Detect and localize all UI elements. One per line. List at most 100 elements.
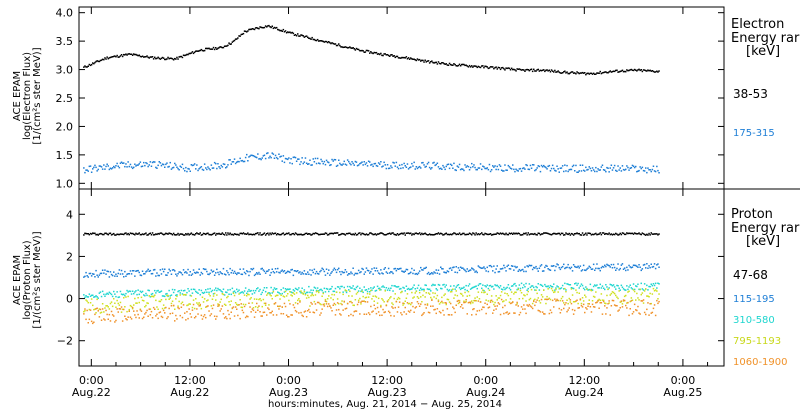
- proton-point: [657, 282, 659, 284]
- proton-point: [466, 233, 468, 236]
- electron-point: [608, 71, 610, 73]
- proton-point: [657, 302, 659, 305]
- proton-point: [242, 311, 245, 314]
- proton-point: [176, 318, 178, 320]
- electron-point: [285, 32, 288, 34]
- proton-point: [401, 290, 403, 293]
- electron-point: [301, 157, 303, 159]
- proton-point: [374, 290, 377, 292]
- proton-point: [135, 232, 137, 235]
- proton-point: [232, 272, 235, 274]
- electron-point: [433, 161, 435, 164]
- proton-point: [295, 270, 298, 273]
- electron-point: [423, 164, 425, 166]
- proton-point: [325, 303, 328, 305]
- proton-point: [162, 304, 165, 306]
- proton-point: [609, 233, 611, 236]
- proton-point: [500, 298, 503, 301]
- proton-point: [147, 268, 149, 271]
- electron-point: [315, 39, 318, 42]
- proton-point: [565, 266, 567, 269]
- electron-point: [587, 168, 589, 171]
- proton-point: [226, 234, 228, 236]
- proton-point: [431, 298, 433, 301]
- proton-point: [110, 301, 113, 303]
- proton-point: [217, 287, 219, 290]
- electron-point: [301, 34, 303, 37]
- proton-point: [653, 263, 656, 265]
- proton-point: [430, 305, 432, 307]
- proton-point: [454, 294, 456, 296]
- electron-point: [242, 160, 245, 163]
- proton-point: [139, 274, 142, 276]
- electron-point: [353, 164, 355, 166]
- proton-point: [134, 275, 136, 277]
- proton-point: [154, 268, 156, 271]
- proton-point: [554, 291, 556, 293]
- proton-point: [211, 271, 214, 273]
- electron-point: [139, 55, 142, 58]
- proton-point: [182, 304, 185, 306]
- proton-point: [525, 232, 527, 234]
- proton-point: [197, 303, 199, 306]
- proton-point: [426, 304, 429, 306]
- proton-point: [558, 287, 560, 290]
- proton-point: [303, 311, 306, 313]
- proton-point: [291, 233, 293, 235]
- proton-point: [565, 302, 567, 304]
- proton-point: [209, 295, 211, 297]
- proton-point: [332, 233, 334, 235]
- proton-point: [186, 233, 188, 236]
- proton-point: [99, 232, 102, 235]
- proton-point: [465, 284, 467, 287]
- proton-point: [497, 285, 500, 288]
- proton-point: [284, 290, 287, 293]
- electron-point: [323, 41, 326, 43]
- proton-point: [361, 232, 363, 235]
- electron-point: [615, 169, 617, 172]
- proton-point: [344, 234, 347, 236]
- electron-point: [435, 163, 437, 166]
- proton-point: [526, 289, 528, 291]
- electron-point: [496, 165, 498, 168]
- proton-point: [472, 308, 474, 311]
- proton-point: [407, 303, 410, 305]
- proton-point: [355, 286, 358, 289]
- electron-point: [348, 160, 350, 163]
- proton-point: [288, 316, 290, 318]
- electron-point: [455, 65, 457, 67]
- proton-point: [441, 296, 443, 299]
- proton-point: [246, 315, 248, 317]
- electron-point: [613, 70, 616, 73]
- proton-point: [643, 311, 646, 314]
- proton-point: [311, 293, 313, 296]
- proton-point: [397, 268, 400, 270]
- proton-point: [628, 232, 630, 234]
- proton-point: [647, 302, 649, 304]
- proton-point: [189, 233, 191, 235]
- electron-point: [182, 54, 185, 56]
- proton-point: [604, 233, 606, 235]
- proton-point: [159, 269, 162, 271]
- proton-ylabel-line3: [1/(cm²s ster MeV)]: [32, 231, 43, 328]
- proton-point: [589, 306, 592, 308]
- electron-point: [165, 163, 167, 166]
- electron-point: [639, 69, 641, 72]
- electron-point: [164, 58, 166, 61]
- proton-point: [484, 302, 486, 304]
- proton-point: [468, 294, 471, 297]
- proton-point: [596, 301, 598, 304]
- proton-point: [117, 296, 119, 299]
- proton-point: [303, 233, 306, 236]
- proton-point: [391, 271, 393, 273]
- proton-point: [125, 296, 127, 298]
- proton-point: [467, 233, 470, 236]
- electron-point: [182, 167, 185, 170]
- proton-point: [642, 302, 645, 304]
- proton-point: [109, 302, 112, 305]
- proton-point: [571, 270, 574, 272]
- proton-point: [127, 316, 129, 318]
- proton-legend-title1: Proton: [731, 207, 773, 222]
- proton-point: [376, 233, 379, 235]
- proton-point: [340, 273, 342, 276]
